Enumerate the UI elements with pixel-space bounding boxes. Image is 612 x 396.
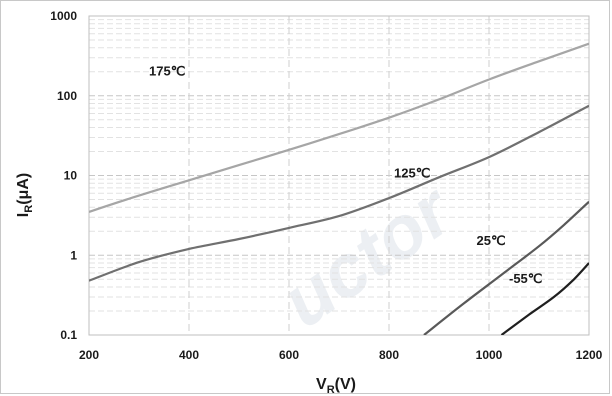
series-line [500,262,589,335]
x-tick-label: 1000 [476,348,503,362]
x-tick-label: 600 [279,348,299,362]
y-axis-title-unit: (μA) [15,173,32,205]
x-axis-title-sub: R [327,384,335,396]
series-label: 125℃ [394,165,430,180]
x-tick-label: 1200 [576,348,603,362]
series-line [89,42,589,213]
tick-labels: 200 400 600 800 1000 1200 0.1 1 10 100 1000 [50,9,602,362]
x-tick-label: 400 [179,348,199,362]
y-tick-label: 0.1 [60,328,77,342]
x-axis-title-unit: (V) [335,376,356,393]
x-axis-title: VR(V) [316,376,356,396]
y-axis-title-main: I [15,213,32,217]
x-axis-title-main: V [316,376,327,393]
series-label: -55℃ [509,271,542,286]
series-label: 175℃ [149,63,185,78]
y-tick-label: 10 [64,169,78,183]
y-tick-label: 100 [57,89,77,103]
y-tick-label: 1000 [50,9,77,23]
series-layer: 175℃ 125℃ 25℃ -55℃ [89,42,589,335]
y-axis-title-sub: R [23,205,35,213]
y-tick-label: 1 [70,248,77,262]
series-label: 25℃ [477,233,506,248]
series-line [423,200,589,335]
x-tick-label: 200 [79,348,99,362]
grid [89,16,589,335]
plot-area [88,15,590,336]
x-tick-label: 800 [379,348,399,362]
y-axis-title: IR(μA) [15,173,35,217]
series-line [89,104,589,282]
